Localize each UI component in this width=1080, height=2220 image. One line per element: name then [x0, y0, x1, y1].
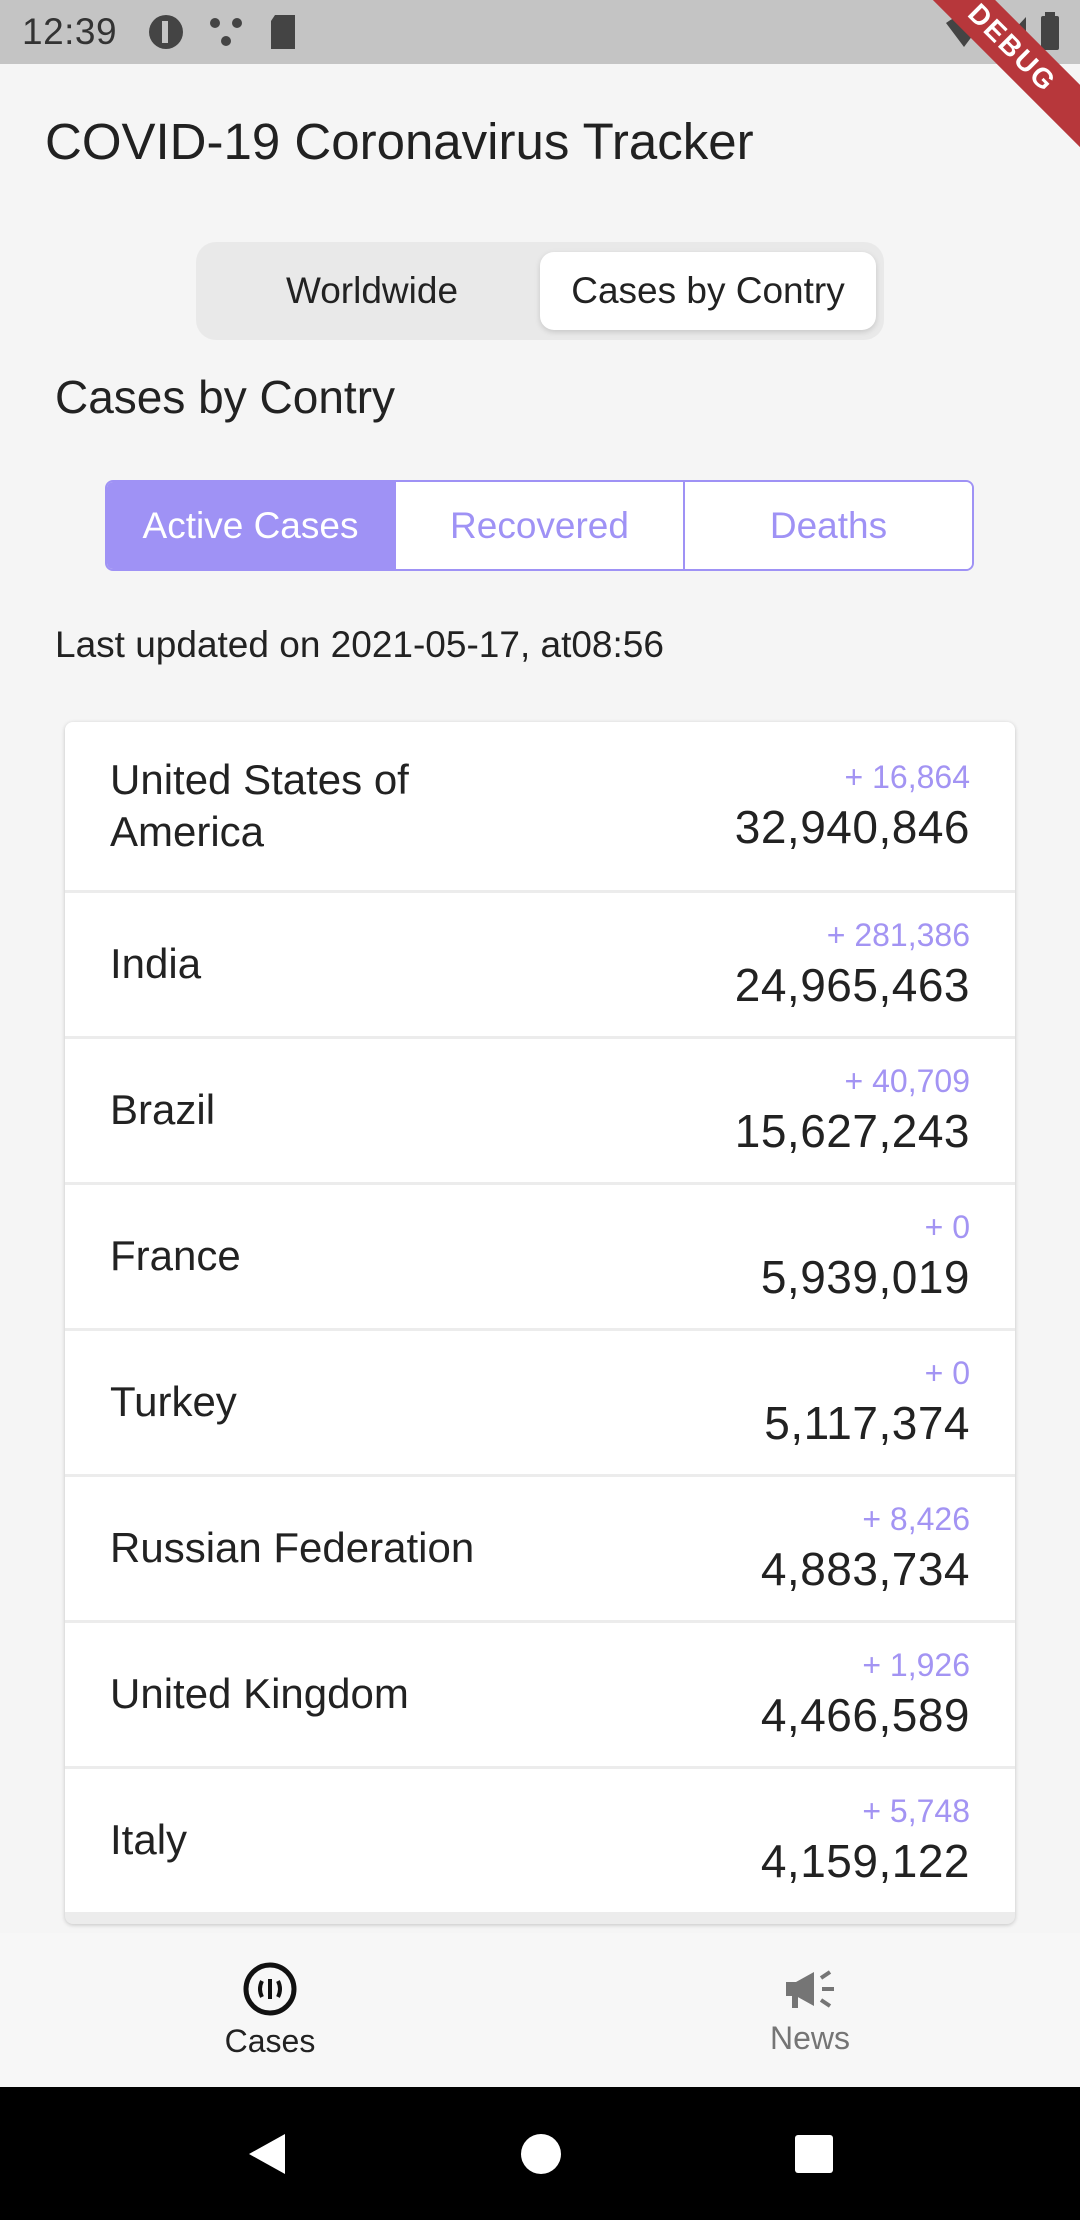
country-name: Italy: [110, 1816, 188, 1864]
app-notification-icon: [149, 15, 184, 49]
case-numbers: + 5,748 4,159,122: [761, 1793, 970, 1888]
list-item[interactable]: India + 281,386 24,965,463: [65, 893, 1015, 1036]
page-title: COVID-19 Coronavirus Tracker: [45, 113, 754, 170]
list-item[interactable]: Russian Federation + 8,426 4,883,734: [65, 1477, 1015, 1620]
total-value: 32,940,846: [734, 800, 970, 853]
case-type-tabs: Active Cases Recovered Deaths: [105, 480, 974, 571]
status-time: 12:39: [22, 11, 118, 52]
list-item[interactable]: Turkey + 0 5,117,374: [65, 1331, 1015, 1474]
megaphone-icon: [786, 1969, 834, 2008]
country-name: United States of America: [110, 755, 409, 856]
list-item[interactable]: Italy + 5,748 4,159,122: [65, 1769, 1015, 1912]
nav-cases[interactable]: Cases: [0, 1933, 540, 2087]
list-item[interactable]: Brazil + 40,709 15,627,243: [65, 1039, 1015, 1182]
list-item[interactable]: France + 0 5,939,019: [65, 1185, 1015, 1328]
last-updated-text: Last updated on 2021-05-17, at08:56: [55, 624, 664, 665]
nav-news[interactable]: News: [540, 1933, 1080, 2087]
list-item[interactable]: United States of America + 16,864 32,940…: [65, 722, 1015, 890]
delta-value: + 16,864: [844, 758, 970, 795]
home-icon[interactable]: [519, 2132, 563, 2176]
country-list: United States of America + 16,864 32,940…: [65, 722, 1015, 1924]
case-numbers: + 281,386 24,965,463: [735, 917, 970, 1012]
total-value: 24,965,463: [734, 959, 970, 1011]
case-numbers: + 40,709 15,627,243: [735, 1063, 970, 1158]
system-navigation-bar: [0, 2087, 1080, 2220]
country-name: Russian Federation: [110, 1524, 475, 1572]
status-icons-left: [147, 13, 299, 51]
delta-value: + 8,426: [862, 1501, 970, 1537]
bottom-navigation: Cases News: [0, 1933, 1080, 2087]
recents-icon[interactable]: [793, 2133, 835, 2175]
delta-value: + 281,386: [826, 917, 970, 953]
battery-icon: [1041, 12, 1059, 50]
case-numbers: + 16,864 32,940,846: [735, 759, 970, 854]
list-item[interactable]: United Kingdom + 1,926 4,466,589: [65, 1623, 1015, 1766]
country-name: France: [110, 1232, 241, 1280]
case-numbers: + 0 5,117,374: [764, 1355, 970, 1450]
tab-deaths[interactable]: Deaths: [685, 482, 972, 569]
total-value: 5,117,374: [764, 1397, 970, 1449]
total-value: 15,627,243: [734, 1105, 970, 1157]
delta-value: + 5,748: [862, 1793, 970, 1829]
case-numbers: + 0 5,939,019: [761, 1209, 970, 1304]
country-name: United Kingdom: [110, 1670, 409, 1718]
delta-value: + 40,709: [844, 1063, 970, 1099]
total-value: 4,159,122: [760, 1835, 970, 1887]
delta-value: + 0: [924, 1209, 970, 1245]
country-name: Brazil: [110, 1086, 216, 1134]
total-value: 5,939,019: [760, 1251, 970, 1303]
nav-label-news: News: [769, 2019, 850, 2056]
back-icon[interactable]: [245, 2130, 289, 2178]
tab-active-cases[interactable]: Active Cases: [107, 482, 396, 569]
segment-cases-by-country[interactable]: Cases by Contry: [540, 252, 876, 330]
delta-value: + 1,926: [862, 1647, 970, 1683]
total-value: 4,466,589: [760, 1689, 970, 1741]
view-segmented-control: Worldwide Cases by Contry: [196, 242, 884, 340]
segment-worldwide[interactable]: Worldwide: [285, 270, 459, 311]
nav-label-cases: Cases: [224, 2022, 316, 2059]
country-name: India: [110, 940, 202, 988]
cases-icon: [243, 1962, 297, 2015]
delta-value: + 0: [924, 1355, 970, 1391]
section-title: Cases by Contry: [55, 371, 396, 423]
sd-card-icon: [271, 15, 296, 49]
country-name: Turkey: [110, 1378, 237, 1426]
status-bar: 12:39 DEBUG: [0, 0, 1080, 156]
case-numbers: + 1,926 4,466,589: [761, 1647, 970, 1742]
case-numbers: + 8,426 4,883,734: [761, 1501, 970, 1596]
total-value: 4,883,734: [760, 1543, 970, 1595]
tab-recovered[interactable]: Recovered: [396, 482, 685, 569]
connection-icon: [210, 18, 243, 46]
